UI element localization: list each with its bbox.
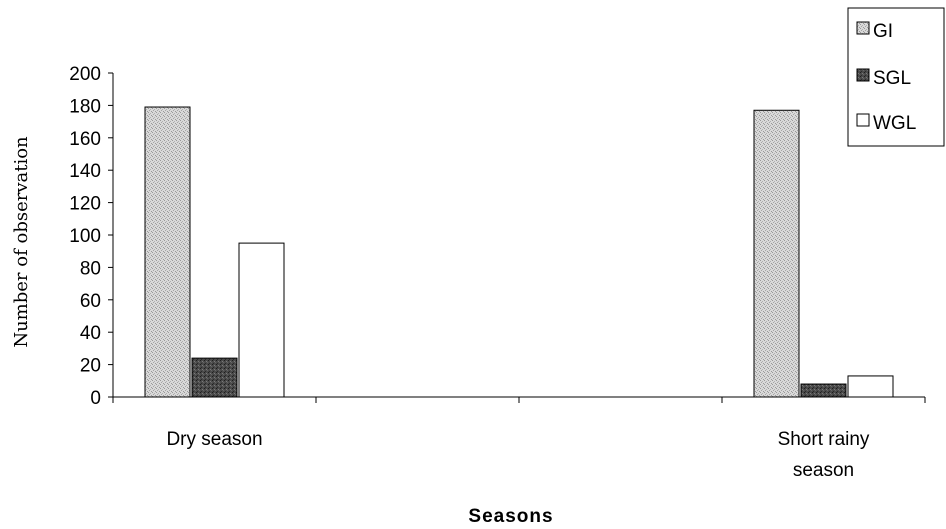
legend-label-wgl: WGL: [873, 113, 916, 134]
category-labels: Dry season Short rainy season: [166, 429, 869, 481]
legend-label-gi: GI: [873, 21, 893, 42]
y-tick-label: 20: [80, 356, 101, 377]
y-tick-label: 80: [80, 258, 101, 279]
y-tick-label: 0: [90, 388, 101, 409]
bar-gi-0: [144, 106, 191, 398]
y-tick-label: 40: [80, 323, 101, 344]
y-tick-label: 180: [69, 96, 101, 117]
y-axis-title: Number of observation: [11, 136, 32, 348]
legend-swatch-wgl: [856, 113, 870, 127]
y-axis: 0 20 40 60 80 100 120 140 160 180 200: [69, 64, 114, 409]
legend-swatch-gi: [856, 21, 870, 35]
bar-wgl-0: [238, 242, 285, 398]
x-axis: [112, 396, 926, 403]
legend: GI SGL WGL: [847, 7, 945, 147]
y-tick-label: 60: [80, 291, 101, 312]
y-tick-label: 140: [69, 161, 101, 182]
x-axis-title: Seasons: [468, 506, 553, 527]
x-category-label: Dry season: [166, 429, 262, 450]
bar-wgl-1: [847, 375, 894, 398]
bar-sgl-1: [800, 383, 847, 398]
x-category-label: season: [793, 460, 854, 481]
y-tick-label: 120: [69, 194, 101, 215]
y-tick-label: 200: [69, 64, 101, 85]
legend-swatch-sgl: [856, 68, 870, 82]
bar-gi-1: [753, 109, 800, 398]
x-category-label: Short rainy: [778, 429, 870, 450]
bar-sgl-0: [191, 357, 238, 398]
bars: [144, 106, 894, 398]
y-tick-label: 160: [69, 129, 101, 150]
y-tick-label: 100: [69, 226, 101, 247]
legend-label-sgl: SGL: [873, 68, 911, 89]
